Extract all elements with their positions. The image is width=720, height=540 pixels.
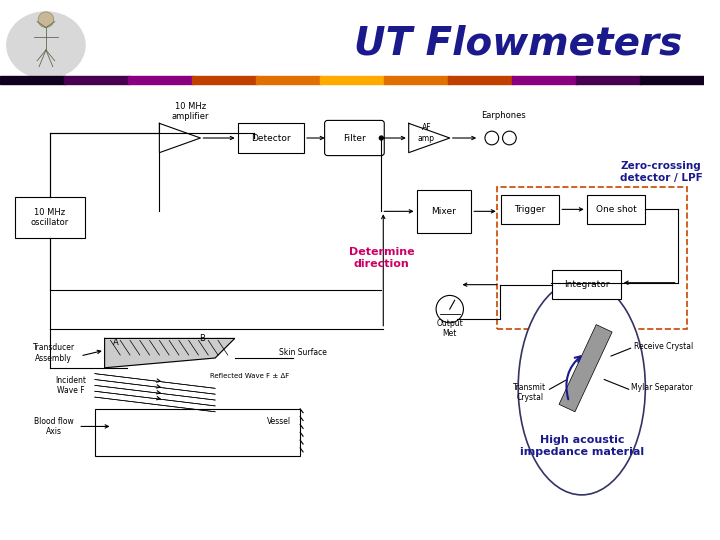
Text: Determine
direction: Determine direction [348, 247, 414, 269]
Text: Filter: Filter [343, 133, 366, 143]
Text: Detector: Detector [251, 133, 291, 143]
Text: Vessel: Vessel [267, 417, 291, 426]
Text: Earphones: Earphones [481, 111, 526, 120]
Bar [559, 325, 612, 412]
Text: Integrator: Integrator [564, 280, 609, 289]
Text: Zero-crossing
detector / LPF: Zero-crossing detector / LPF [620, 161, 702, 183]
Bar [552, 270, 621, 299]
Text: UT Flowmeters: UT Flowmeters [354, 24, 683, 62]
Bar [238, 123, 304, 153]
Bar [448, 76, 513, 84]
FancyBboxPatch shape [325, 120, 384, 156]
Text: 10 MHz
oscillator: 10 MHz oscillator [31, 207, 69, 227]
Text: AF
amp: AF amp [418, 124, 435, 143]
Circle shape [503, 131, 516, 145]
Text: Transducer
Assembly: Transducer Assembly [32, 343, 75, 363]
Circle shape [379, 136, 383, 140]
Text: 10 MHz
amplifier: 10 MHz amplifier [172, 102, 210, 122]
Bar [0, 6, 704, 79]
Circle shape [38, 12, 54, 28]
Circle shape [485, 131, 499, 145]
Bar [128, 76, 193, 84]
Ellipse shape [7, 12, 85, 78]
Text: High acoustic
impedance material: High acoustic impedance material [520, 435, 644, 457]
Bar [320, 76, 385, 84]
Text: Mylar Separator: Mylar Separator [631, 383, 693, 392]
Circle shape [436, 295, 464, 323]
Bar [512, 76, 577, 84]
Bar [587, 195, 645, 224]
Bar [14, 197, 85, 238]
Text: Transmit
Crystal: Transmit Crystal [513, 382, 546, 402]
Bar [256, 76, 321, 84]
Bar [95, 409, 300, 456]
Text: Reflected Wave F ± ΔF: Reflected Wave F ± ΔF [210, 373, 289, 379]
Bar [576, 76, 641, 84]
Text: Receive Crystal: Receive Crystal [634, 342, 693, 351]
Polygon shape [409, 123, 450, 153]
Text: B: B [199, 334, 205, 343]
Text: Mixer: Mixer [431, 207, 456, 216]
Bar [640, 76, 705, 84]
Ellipse shape [518, 280, 645, 495]
Bar [497, 187, 688, 329]
Text: A: A [112, 338, 118, 347]
Bar [0, 76, 65, 84]
Bar [500, 195, 559, 224]
Bar [192, 76, 257, 84]
Bar [64, 76, 129, 84]
Text: Output
Met: Output Met [436, 319, 463, 339]
Text: One shot: One shot [595, 205, 636, 214]
Text: Blood flow
Axis: Blood flow Axis [34, 417, 73, 436]
Polygon shape [104, 339, 235, 368]
Text: Trigger: Trigger [514, 205, 546, 214]
Text: Incident
Wave F: Incident Wave F [55, 376, 86, 395]
Polygon shape [159, 123, 200, 153]
Bar [384, 76, 449, 84]
Bar [416, 190, 472, 233]
Text: Skin Surface: Skin Surface [279, 348, 327, 356]
